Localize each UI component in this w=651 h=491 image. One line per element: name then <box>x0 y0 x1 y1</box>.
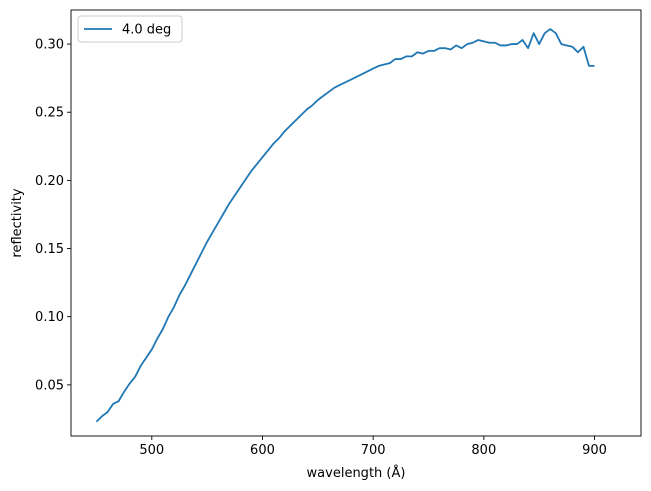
y-tick-label: 0.20 <box>35 174 64 189</box>
ticks-layer: 500 600 700 800 900 0.05 0.10 0.15 0.20 0.25 0.30 <box>35 38 607 458</box>
y-tick-label: 0.05 <box>35 378 64 393</box>
x-tick-label: 600 <box>250 443 275 458</box>
y-tick-label: 0.30 <box>35 38 64 53</box>
x-tick-label: 500 <box>139 443 164 458</box>
axes-frame <box>70 9 642 437</box>
y-tick-label: 0.15 <box>35 242 64 257</box>
x-axis-label: wavelength (Å) <box>307 465 406 481</box>
y-tick-label: 0.25 <box>35 106 64 121</box>
x-tick-label: 800 <box>471 443 496 458</box>
legend: 4.0 deg <box>77 15 183 43</box>
plot-layer <box>95 28 595 423</box>
series-line-4-0-deg <box>95 28 595 423</box>
x-tick-label: 700 <box>361 443 386 458</box>
y-axis-label: reflectivity <box>10 188 25 258</box>
legend-box <box>77 15 183 43</box>
x-tick-label: 900 <box>582 443 607 458</box>
y-tick-label: 0.10 <box>35 310 64 325</box>
legend-label-4-0-deg: 4.0 deg <box>122 23 171 38</box>
